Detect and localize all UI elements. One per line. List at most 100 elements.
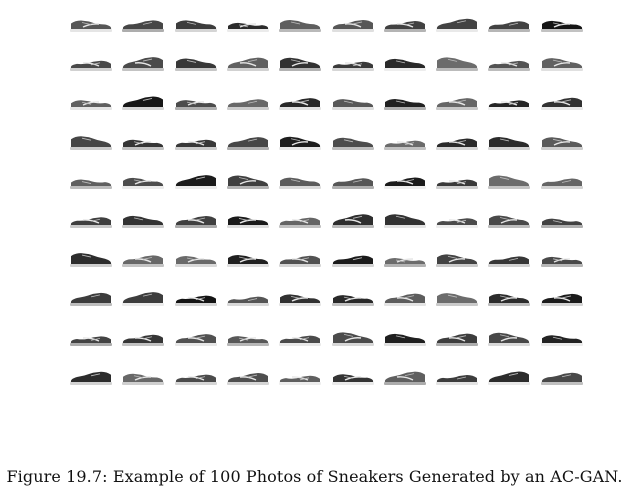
sneaker-icon: [70, 371, 112, 385]
sneaker-thumbnail: [67, 326, 115, 350]
sneaker-thumbnail: [119, 130, 167, 154]
sneaker-thumbnail: [67, 130, 115, 154]
sneaker-icon: [174, 20, 217, 32]
sneaker-icon: [174, 374, 217, 385]
sneaker-thumbnail: [172, 169, 220, 193]
sneaker-icon: [488, 256, 531, 268]
sneaker-icon: [122, 292, 165, 307]
sneaker-icon: [436, 218, 479, 228]
sneaker-thumbnail: [172, 326, 220, 350]
sneaker-thumbnail: [119, 12, 167, 36]
sneaker-thumbnail: [433, 208, 481, 232]
sneaker-icon: [279, 177, 322, 189]
sneaker-thumbnail: [485, 326, 533, 350]
sneaker-icon: [70, 20, 112, 32]
sneaker-thumbnail: [433, 169, 481, 193]
sneaker-thumbnail: [276, 247, 324, 271]
sneaker-icon: [279, 335, 322, 346]
sneaker-icon: [122, 255, 165, 268]
sneaker-icon: [174, 100, 217, 111]
sneaker-icon: [226, 57, 269, 72]
sneaker-thumbnail: [67, 12, 115, 36]
sneaker-icon: [174, 333, 217, 346]
sneaker-thumbnail: [329, 51, 377, 75]
sneaker-thumbnail: [67, 90, 115, 114]
sneaker-thumbnail: [67, 365, 115, 389]
sneaker-thumbnail: [172, 90, 220, 114]
sneaker-icon: [279, 98, 322, 111]
sneaker-thumbnail: [329, 208, 377, 232]
sneaker-thumbnail: [485, 90, 533, 114]
sneaker-thumbnail: [538, 286, 586, 310]
sneaker-thumbnail: [433, 130, 481, 154]
sneaker-thumbnail: [172, 365, 220, 389]
sneaker-thumbnail: [433, 90, 481, 114]
sneaker-icon: [331, 137, 374, 150]
sneaker-icon: [540, 334, 583, 346]
sneaker-thumbnail: [276, 208, 324, 232]
sneaker-icon: [488, 61, 531, 72]
sneaker-thumbnail: [485, 130, 533, 154]
sneaker-thumbnail: [329, 247, 377, 271]
sneaker-thumbnail: [224, 208, 272, 232]
sneaker-thumbnail: [224, 51, 272, 75]
sneaker-icon: [331, 295, 374, 307]
sneaker-icon: [488, 215, 531, 228]
sneaker-icon: [70, 335, 112, 346]
sneaker-icon: [122, 177, 165, 189]
sneaker-thumbnail: [381, 365, 429, 389]
sneaker-thumbnail: [381, 326, 429, 350]
sneaker-icon: [436, 293, 479, 307]
sneaker-icon: [70, 135, 112, 150]
sneaker-icon: [383, 371, 426, 385]
sneaker-thumbnail: [276, 130, 324, 154]
sneaker-icon: [174, 256, 217, 268]
sneaker-thumbnail: [224, 365, 272, 389]
sneaker-thumbnail: [538, 90, 586, 114]
sneaker-thumbnail: [276, 90, 324, 114]
sneaker-thumbnail: [119, 247, 167, 271]
sneaker-icon: [331, 178, 374, 189]
sneaker-thumbnail: [67, 247, 115, 271]
sneaker-icon: [383, 333, 426, 346]
sneaker-icon: [540, 372, 583, 385]
sneaker-icon: [122, 20, 165, 32]
sneaker-thumbnail: [485, 51, 533, 75]
sneaker-icon: [331, 255, 374, 268]
sneaker-icon: [383, 214, 426, 228]
sneaker-icon: [540, 257, 583, 268]
sneaker-icon: [331, 99, 374, 111]
sneaker-thumbnail: [538, 130, 586, 154]
sneaker-icon: [331, 61, 374, 72]
sneaker-icon: [122, 139, 165, 150]
sneaker-thumbnail: [329, 365, 377, 389]
sneaker-thumbnail: [224, 130, 272, 154]
sneaker-thumbnail: [381, 12, 429, 36]
sneaker-thumbnail: [224, 90, 272, 114]
sneaker-thumbnail: [538, 365, 586, 389]
sneaker-icon: [540, 178, 583, 189]
sneaker-thumbnail: [276, 286, 324, 310]
sneaker-thumbnail: [433, 326, 481, 350]
sneaker-thumbnail: [119, 365, 167, 389]
sneaker-icon: [70, 293, 112, 307]
sneaker-icon: [436, 18, 479, 32]
sneaker-thumbnail: [67, 286, 115, 310]
sneaker-icon: [226, 216, 269, 228]
sneaker-thumbnail: [329, 286, 377, 310]
sneaker-thumbnail: [381, 208, 429, 232]
sneaker-icon: [383, 293, 426, 307]
sneaker-thumbnail: [119, 208, 167, 232]
sneaker-icon: [331, 214, 374, 228]
sneaker-icon: [226, 22, 269, 32]
sneaker-thumbnail: [538, 12, 586, 36]
sneaker-thumbnail: [485, 12, 533, 36]
sneaker-icon: [122, 57, 165, 72]
sneaker-icon: [488, 371, 531, 385]
sneaker-icon: [279, 255, 322, 268]
sneaker-thumbnail: [276, 365, 324, 389]
sneaker-thumbnail: [538, 247, 586, 271]
sneaker-thumbnail: [329, 169, 377, 193]
sneaker-thumbnail: [329, 12, 377, 36]
sneaker-icon: [436, 374, 479, 385]
